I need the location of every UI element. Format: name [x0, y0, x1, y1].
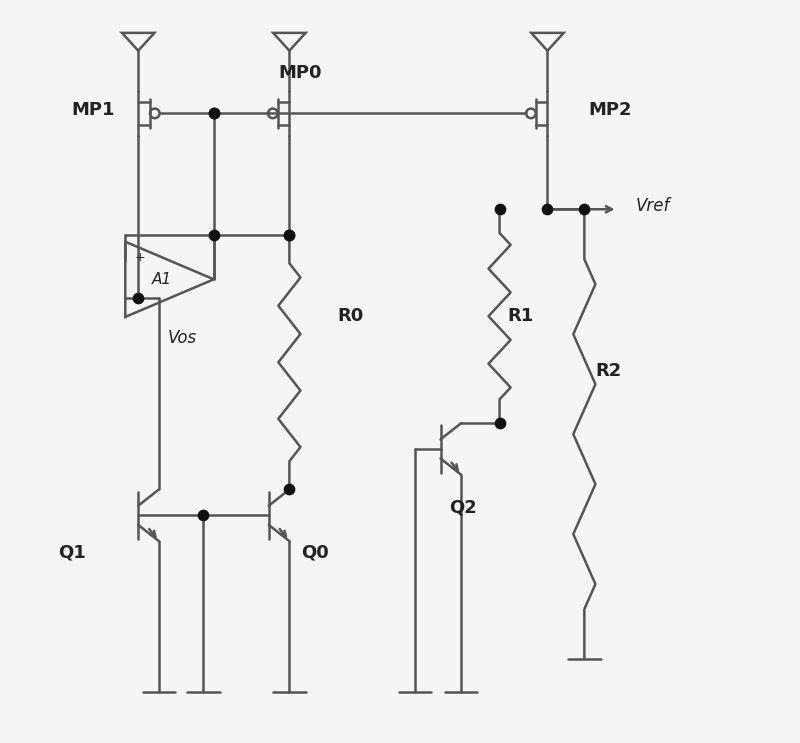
- Point: [207, 108, 220, 120]
- Point: [197, 510, 210, 522]
- Text: Vref: Vref: [636, 197, 670, 215]
- Text: MP0: MP0: [278, 64, 322, 82]
- Text: Vos: Vos: [168, 329, 197, 347]
- Text: R0: R0: [338, 307, 363, 325]
- Point: [283, 484, 296, 496]
- Point: [283, 229, 296, 241]
- Point: [493, 204, 506, 215]
- Text: +: +: [134, 250, 145, 264]
- Text: Q0: Q0: [302, 543, 329, 561]
- Point: [578, 204, 590, 215]
- Point: [541, 204, 554, 215]
- Point: [283, 229, 296, 241]
- Point: [132, 292, 145, 304]
- Text: MP1: MP1: [72, 101, 115, 119]
- Text: R1: R1: [507, 307, 533, 325]
- Point: [207, 108, 220, 120]
- Point: [493, 417, 506, 429]
- Text: Q1: Q1: [58, 543, 86, 561]
- Point: [207, 229, 220, 241]
- Text: MP2: MP2: [588, 101, 631, 119]
- Text: Q2: Q2: [449, 499, 477, 517]
- Text: −: −: [134, 295, 145, 308]
- Text: A1: A1: [152, 272, 172, 287]
- Text: R2: R2: [595, 363, 622, 380]
